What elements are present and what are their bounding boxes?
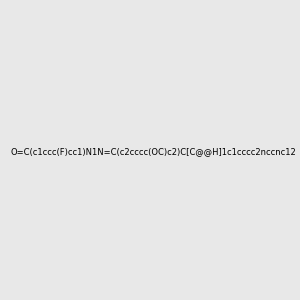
Text: O=C(c1ccc(F)cc1)N1N=C(c2cccc(OC)c2)C[C@@H]1c1cccc2nccnc12: O=C(c1ccc(F)cc1)N1N=C(c2cccc(OC)c2)C[C@@…	[11, 147, 297, 156]
